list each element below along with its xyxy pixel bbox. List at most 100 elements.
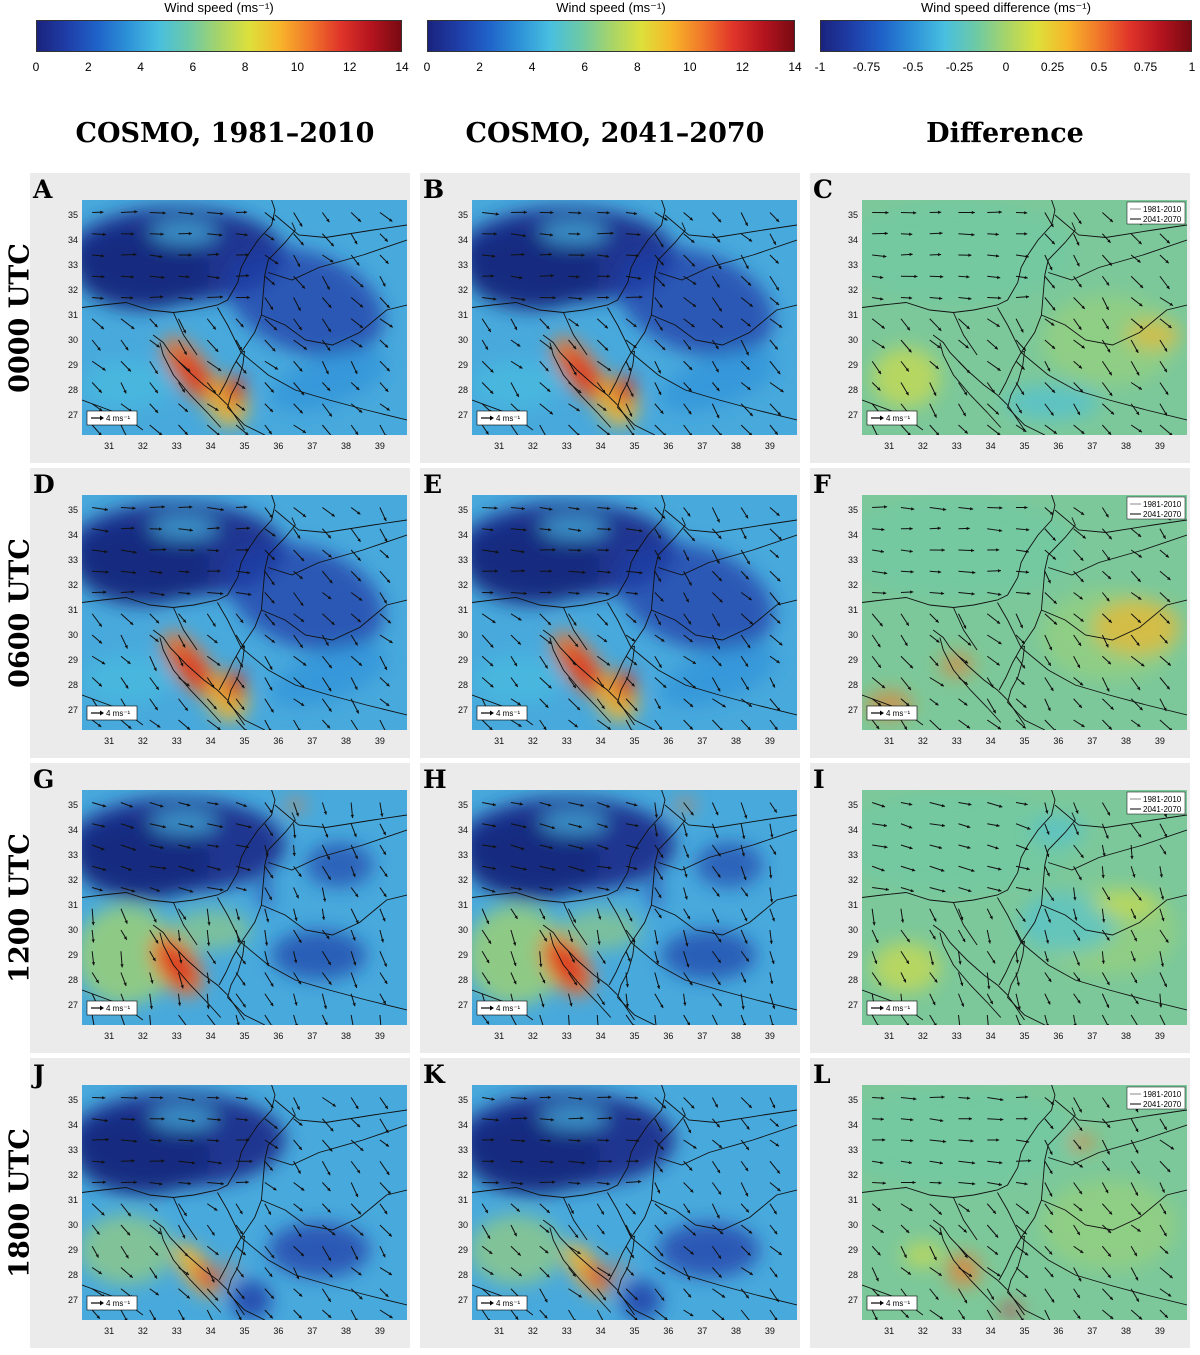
scale-label: 4 ms⁻¹ xyxy=(496,1299,521,1308)
wind-vector-head xyxy=(325,834,329,838)
wind-vector-head xyxy=(385,554,389,559)
y-tick-label: 29 xyxy=(458,1245,468,1255)
wind-vector-head xyxy=(1165,554,1169,558)
wind-vector-head xyxy=(663,433,666,435)
wind-vector-head xyxy=(358,662,362,666)
x-tick-label: 33 xyxy=(172,1326,182,1336)
wind-vector-head xyxy=(124,1027,127,1030)
wind-vector-head xyxy=(383,600,387,604)
wind-vector-head xyxy=(637,1117,641,1122)
wind-vector-head xyxy=(569,938,574,943)
colorbar-tick-label: -0.75 xyxy=(852,60,881,74)
wind-vector-head xyxy=(244,505,248,509)
x-tick-label: 34 xyxy=(596,736,606,746)
wind-vector-head xyxy=(177,1002,182,1006)
wind-vector-head xyxy=(631,729,634,730)
wind-vector-head xyxy=(516,1208,520,1212)
wind-vector xyxy=(350,719,359,730)
wind-vector-head xyxy=(545,367,549,372)
wind-vector-head xyxy=(134,1096,138,1100)
wind-vector-head xyxy=(382,851,386,855)
wind-vector-head xyxy=(91,939,95,943)
wind-vector-head xyxy=(661,515,666,519)
field-blob xyxy=(285,800,306,810)
wind-vector-head xyxy=(689,1189,694,1193)
wind-vector-head xyxy=(606,506,611,511)
wind-vector-head xyxy=(274,1125,278,1129)
wind-vector-head xyxy=(1106,981,1110,986)
wind-vector-head xyxy=(607,570,611,574)
x-tick-label: 31 xyxy=(884,1031,894,1041)
wind-vector-head xyxy=(1076,262,1080,267)
wind-vector-head xyxy=(877,643,881,648)
colorbar-tick-label: -0.5 xyxy=(902,60,924,74)
wind-vector xyxy=(769,1014,774,1025)
x-tick-label: 36 xyxy=(1053,736,1063,746)
wind-vector-head xyxy=(719,324,723,328)
wind-vector-head xyxy=(994,1251,999,1255)
wind-vector-head xyxy=(1078,220,1082,224)
wind-vector-head xyxy=(162,825,166,829)
coastline xyxy=(1048,829,1187,871)
field-blob xyxy=(584,1262,610,1293)
coastline xyxy=(218,645,266,730)
wind-vector-head xyxy=(745,351,749,356)
wind-vector-head xyxy=(748,1230,753,1234)
x-tick-label: 33 xyxy=(562,1031,572,1041)
y-tick-label: 33 xyxy=(458,850,468,860)
wind-vector-head xyxy=(635,253,639,258)
wind-vector-head xyxy=(1108,726,1112,730)
wind-vector xyxy=(120,1014,125,1025)
field-blob xyxy=(862,792,1076,893)
wind-vector-head xyxy=(1164,348,1168,352)
wind-vector-head xyxy=(877,370,881,375)
wind-vector-head xyxy=(217,1118,221,1122)
wind-vector-head xyxy=(243,370,247,374)
wind-vector-head xyxy=(746,366,750,370)
wind-vector-head xyxy=(935,619,939,623)
wind-vector-head xyxy=(360,1232,364,1236)
x-tick-label: 33 xyxy=(172,441,182,451)
wind-vector-head xyxy=(1024,802,1028,806)
coastline xyxy=(1048,534,1187,576)
map-plot: 4 ms⁻¹31 32 33 34 35 36 37 38 392728293031323334… xyxy=(458,1085,797,1336)
coastline xyxy=(630,942,797,1011)
wind-vector-head xyxy=(632,1023,635,1025)
wind-vector-head xyxy=(248,592,252,596)
wind-vector-head xyxy=(633,661,637,666)
wind-vector-head xyxy=(639,295,643,299)
scale-label: 4 ms⁻¹ xyxy=(496,414,521,423)
coastline xyxy=(1048,1124,1187,1166)
wind-vector-head xyxy=(1164,1314,1168,1318)
y-tick-label: 28 xyxy=(458,680,468,690)
wind-vector-head xyxy=(881,527,885,532)
wind-vector-head xyxy=(130,232,135,236)
wind-vector-head xyxy=(998,1182,1002,1187)
wind-vector-head xyxy=(215,1251,219,1255)
x-tick-label: 33 xyxy=(562,1326,572,1336)
wind-vector-head xyxy=(963,625,967,629)
wind-vector-head xyxy=(220,1181,224,1186)
wind-vector-head xyxy=(570,1210,574,1214)
coastline xyxy=(159,342,222,428)
wind-vector-head xyxy=(1163,707,1167,712)
wind-vector-head xyxy=(658,914,662,919)
wind-vector-head xyxy=(935,639,940,643)
wind-vector-head xyxy=(1106,1104,1110,1108)
wind-vector-head xyxy=(183,351,187,355)
x-tick-label: 33 xyxy=(952,441,962,451)
wind-vector-head xyxy=(486,980,490,985)
y-tick-label: 30 xyxy=(458,335,468,345)
wind-vector-head xyxy=(657,578,661,582)
x-tick-label: 32 xyxy=(918,1326,928,1336)
wind-vector-head xyxy=(211,1232,215,1236)
coastline xyxy=(997,602,1022,648)
y-tick-label: 28 xyxy=(848,1270,858,1280)
wind-vector-head xyxy=(98,640,103,644)
wind-vector-head xyxy=(1022,428,1027,432)
coastline xyxy=(240,1237,407,1306)
wind-vector-head xyxy=(1078,326,1082,330)
wind-vector-head xyxy=(158,527,162,531)
scale-box: 4 ms⁻¹ xyxy=(86,1295,138,1311)
y-tick-label: 29 xyxy=(68,655,78,665)
